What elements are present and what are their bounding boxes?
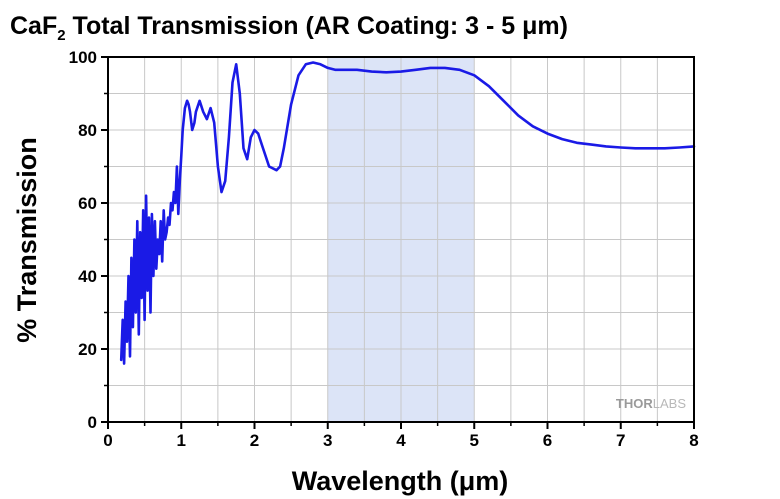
x-axis-label: Wavelength (μm)	[292, 466, 509, 496]
series-line-0	[119, 61, 696, 365]
title-prefix: CaF	[10, 12, 57, 40]
grid-layer	[108, 57, 694, 422]
y-tick-layer: 0 20 40 60 80 100	[69, 48, 108, 432]
title-subscript: 2	[57, 27, 65, 44]
x-tick-label: 3	[323, 431, 332, 450]
x-tick-label: 8	[689, 431, 698, 450]
chart-title: CaF2 Total Transmission (AR Coating: 3 -…	[10, 12, 568, 44]
y-tick-label: 20	[78, 340, 97, 359]
y-tick-label: 40	[78, 267, 97, 286]
x-tick-label: 6	[543, 431, 552, 450]
title-suffix: Total Transmission (AR Coating: 3 - 5 μm…	[66, 12, 568, 40]
watermark-logo: THORLABS	[616, 396, 686, 411]
y-tick-label: 0	[88, 413, 97, 432]
x-tick-label: 7	[616, 431, 625, 450]
watermark-part-thor: THOR	[616, 396, 653, 411]
y-tick-label: 100	[69, 48, 97, 67]
x-tick-label: 2	[250, 431, 259, 450]
watermark-part-labs: LABS	[653, 396, 687, 411]
x-tick-label: 5	[470, 431, 479, 450]
y-tick-label: 80	[78, 121, 97, 140]
y-axis-label: % Transmission	[12, 137, 42, 343]
x-tick-label: 1	[177, 431, 186, 450]
series-layer	[119, 61, 696, 365]
x-tick-layer: 0 1 2 3 4 5 6 7 8	[103, 422, 699, 450]
y-tick-label: 60	[78, 194, 97, 213]
x-tick-label: 4	[396, 431, 406, 450]
x-tick-label: 0	[103, 431, 112, 450]
